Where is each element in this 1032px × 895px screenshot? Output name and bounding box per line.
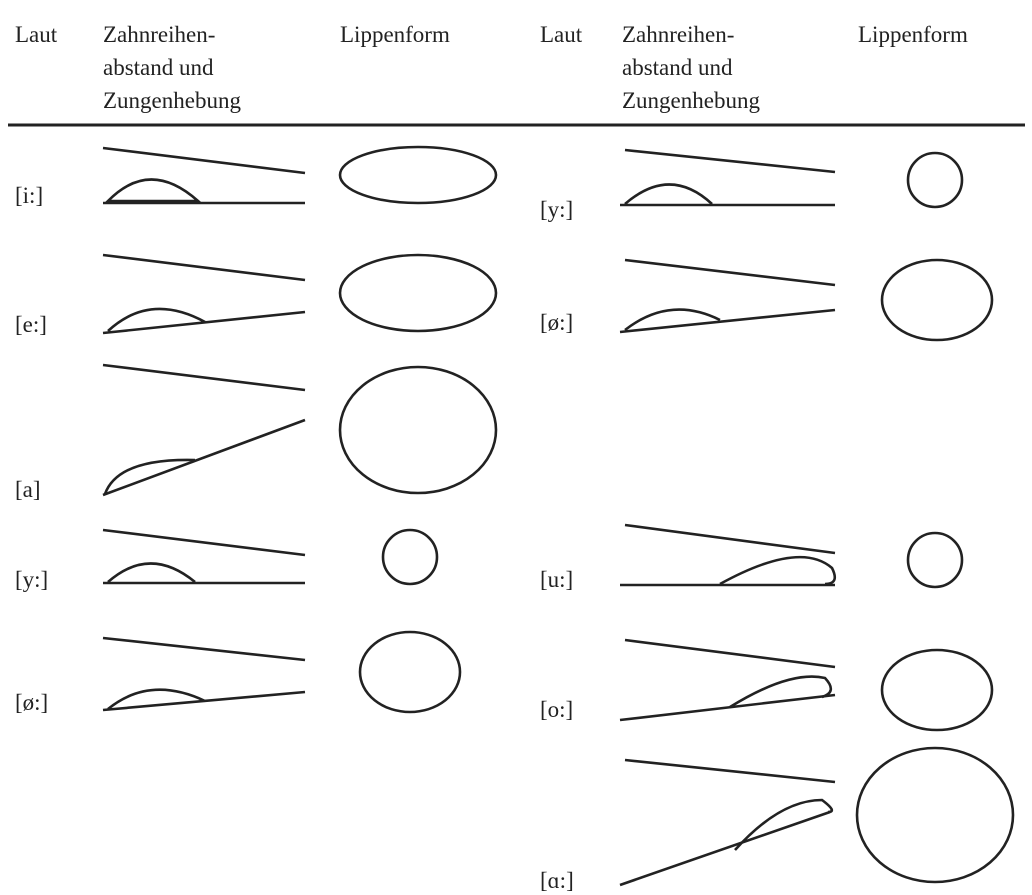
sound-label: [a] (15, 477, 41, 502)
sound-label: [o:] (540, 697, 573, 722)
column-header: Lippenform (858, 22, 968, 47)
sound-label: [y:] (15, 567, 48, 592)
column-header: Laut (540, 22, 583, 47)
column-header: Zungenhebung (622, 88, 760, 113)
column-header: Lippenform (340, 22, 450, 47)
column-header: abstand und (622, 55, 733, 80)
sound-label: [ɑ:] (540, 868, 574, 893)
sound-label: [ø:] (540, 310, 573, 335)
sound-label: [u:] (540, 567, 573, 592)
column-header: Zahnreihen- (622, 22, 734, 47)
column-header: Zahnreihen- (103, 22, 215, 47)
column-header: Zungenhebung (103, 88, 241, 113)
sound-label: [i:] (15, 183, 43, 208)
sound-label: [y:] (540, 197, 573, 222)
sound-label: [ø:] (15, 690, 48, 715)
column-header: abstand und (103, 55, 214, 80)
diagrams (102, 145, 1015, 887)
column-header: Laut (15, 22, 58, 47)
sound-label: [e:] (15, 312, 47, 337)
